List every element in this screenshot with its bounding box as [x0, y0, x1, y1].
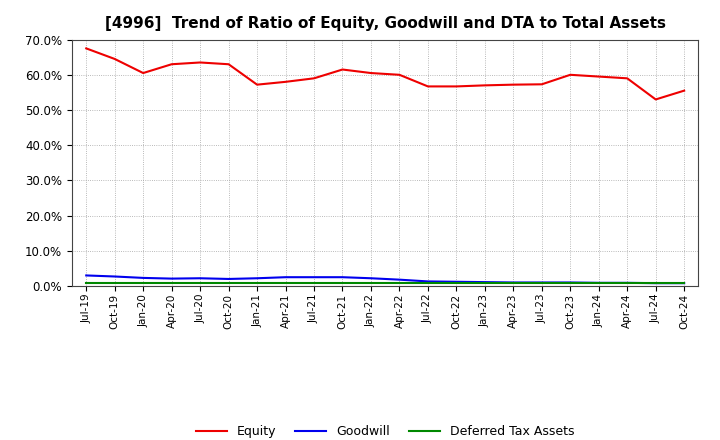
Equity: [652, 97, 660, 102]
Equity: [452, 84, 461, 89]
Deferred Tax Assets: [395, 281, 404, 286]
Equity: [595, 74, 603, 79]
Deferred Tax Assets: [253, 281, 261, 286]
Equity: [110, 56, 119, 62]
Equity: [253, 82, 261, 87]
Goodwill: [566, 280, 575, 285]
Goodwill: [225, 276, 233, 282]
Title: [4996]  Trend of Ratio of Equity, Goodwill and DTA to Total Assets: [4996] Trend of Ratio of Equity, Goodwil…: [104, 16, 666, 32]
Deferred Tax Assets: [366, 281, 375, 286]
Deferred Tax Assets: [623, 281, 631, 286]
Deferred Tax Assets: [509, 281, 518, 286]
Goodwill: [82, 273, 91, 278]
Deferred Tax Assets: [480, 281, 489, 286]
Deferred Tax Assets: [423, 281, 432, 286]
Goodwill: [480, 279, 489, 285]
Goodwill: [110, 274, 119, 279]
Goodwill: [595, 280, 603, 286]
Equity: [480, 83, 489, 88]
Legend: Equity, Goodwill, Deferred Tax Assets: Equity, Goodwill, Deferred Tax Assets: [191, 420, 580, 440]
Equity: [680, 88, 688, 93]
Deferred Tax Assets: [537, 281, 546, 286]
Deferred Tax Assets: [196, 281, 204, 286]
Equity: [537, 82, 546, 87]
Deferred Tax Assets: [139, 281, 148, 286]
Goodwill: [452, 279, 461, 284]
Equity: [282, 79, 290, 84]
Line: Equity: Equity: [86, 48, 684, 99]
Deferred Tax Assets: [595, 281, 603, 286]
Goodwill: [652, 281, 660, 286]
Equity: [623, 76, 631, 81]
Goodwill: [680, 281, 688, 286]
Deferred Tax Assets: [225, 281, 233, 286]
Goodwill: [395, 277, 404, 282]
Equity: [167, 62, 176, 67]
Goodwill: [366, 275, 375, 281]
Equity: [395, 72, 404, 77]
Goodwill: [253, 275, 261, 281]
Equity: [196, 60, 204, 65]
Equity: [82, 46, 91, 51]
Goodwill: [623, 280, 631, 286]
Equity: [566, 72, 575, 77]
Equity: [366, 70, 375, 76]
Deferred Tax Assets: [652, 281, 660, 286]
Equity: [423, 84, 432, 89]
Deferred Tax Assets: [566, 281, 575, 286]
Goodwill: [196, 275, 204, 281]
Goodwill: [338, 275, 347, 280]
Deferred Tax Assets: [82, 281, 91, 286]
Equity: [509, 82, 518, 87]
Deferred Tax Assets: [338, 281, 347, 286]
Goodwill: [509, 280, 518, 285]
Equity: [225, 62, 233, 67]
Line: Goodwill: Goodwill: [86, 275, 684, 283]
Deferred Tax Assets: [282, 281, 290, 286]
Goodwill: [139, 275, 148, 281]
Goodwill: [282, 275, 290, 280]
Equity: [338, 67, 347, 72]
Goodwill: [167, 276, 176, 281]
Goodwill: [537, 280, 546, 285]
Goodwill: [310, 275, 318, 280]
Deferred Tax Assets: [167, 281, 176, 286]
Deferred Tax Assets: [310, 281, 318, 286]
Equity: [310, 76, 318, 81]
Deferred Tax Assets: [452, 281, 461, 286]
Deferred Tax Assets: [680, 281, 688, 286]
Deferred Tax Assets: [110, 281, 119, 286]
Goodwill: [423, 279, 432, 284]
Equity: [139, 70, 148, 76]
